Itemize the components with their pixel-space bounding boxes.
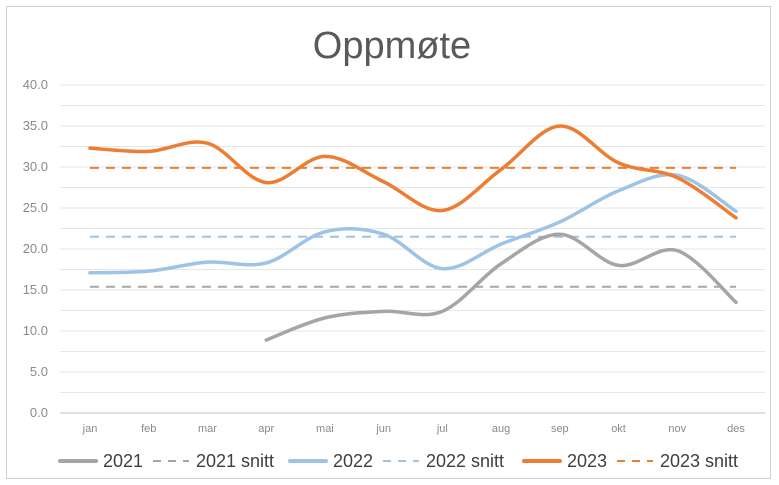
legend-label-2022-snitt: 2022 snitt xyxy=(426,451,504,471)
x-tick-label: feb xyxy=(141,423,156,435)
x-tick-label: jul xyxy=(436,423,448,435)
y-tick-label: 5.0 xyxy=(30,364,48,379)
legend-label-2021: 2021 xyxy=(103,451,143,471)
x-tick-label: des xyxy=(727,423,745,435)
x-tick-label: sep xyxy=(551,423,569,435)
legend: 2021 2021 snitt 2022 2022 snitt 2023 2023 sni… xyxy=(58,451,738,471)
legend-label-2022: 2022 xyxy=(333,451,373,471)
x-tick-label: jan xyxy=(82,423,98,435)
x-tick-label: aug xyxy=(492,423,510,435)
x-tick-label: mar xyxy=(198,423,217,435)
x-tick-label: nov xyxy=(668,423,686,435)
y-tick-label: 20.0 xyxy=(23,241,48,256)
x-tick-label: jun xyxy=(375,423,391,435)
chart-title: Oppmøte xyxy=(313,25,471,67)
y-tick-label: 30.0 xyxy=(23,159,48,174)
y-tick-label: 0.0 xyxy=(30,405,48,420)
y-tick-label: 15.0 xyxy=(23,282,48,297)
x-tick-label: apr xyxy=(258,423,274,435)
y-tick-label: 25.0 xyxy=(23,200,48,215)
series-line-2021 xyxy=(264,232,738,342)
x-axis-ticks: jan feb mar apr mai jun jul aug sep okt nov des xyxy=(82,423,746,435)
y-tick-label: 40.0 xyxy=(23,77,48,92)
y-tick-label: 10.0 xyxy=(23,323,48,338)
x-tick-label: mai xyxy=(316,423,334,435)
series-line-2022 xyxy=(88,172,738,275)
y-tick-label: 35.0 xyxy=(23,118,48,133)
series-line-2023 xyxy=(88,124,738,220)
x-tick-label: okt xyxy=(611,423,626,435)
legend-label-2023: 2023 xyxy=(567,451,607,471)
grid-lines xyxy=(60,84,765,414)
y-axis-ticks: 0.0 5.0 10.0 15.0 20.0 25.0 30.0 35.0 40.0 xyxy=(23,77,48,420)
legend-label-2021-snitt: 2021 snitt xyxy=(196,451,274,471)
legend-label-2023-snitt: 2023 snitt xyxy=(660,451,738,471)
series-lines xyxy=(88,124,738,342)
